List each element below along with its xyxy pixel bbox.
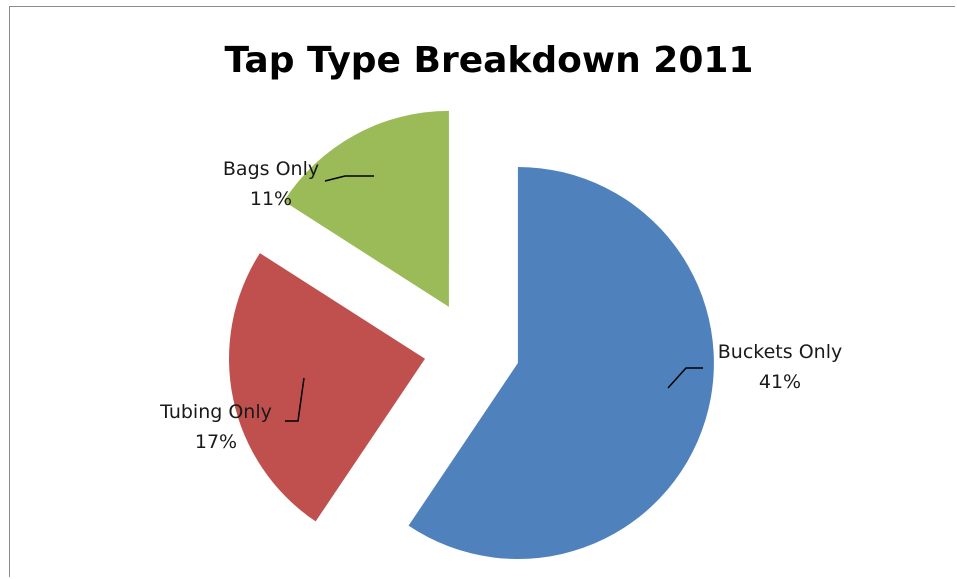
slice-percent-label: 17% xyxy=(195,431,237,453)
chart-title: Tap Type Breakdown 2011 xyxy=(225,40,754,81)
leader-line xyxy=(285,377,305,422)
slice-category-label: Buckets Only xyxy=(718,341,842,363)
slice-category-label: Tubing Only xyxy=(159,401,272,423)
pie-slice-buckets-only xyxy=(408,167,714,559)
slice-category-label: Bags Only xyxy=(223,158,319,180)
pie-slice-bags-only xyxy=(283,110,449,307)
slice-percent-label: 41% xyxy=(759,371,801,393)
pie-labels: Buckets Only 41% Tubing Only 17% Bags Only 11… xyxy=(159,158,842,453)
slice-percent-label: 11% xyxy=(250,188,292,210)
pie-slice-tubing-only xyxy=(229,253,425,522)
leader-line xyxy=(324,175,374,182)
leader-line xyxy=(667,367,703,389)
pie-slices xyxy=(229,110,714,559)
